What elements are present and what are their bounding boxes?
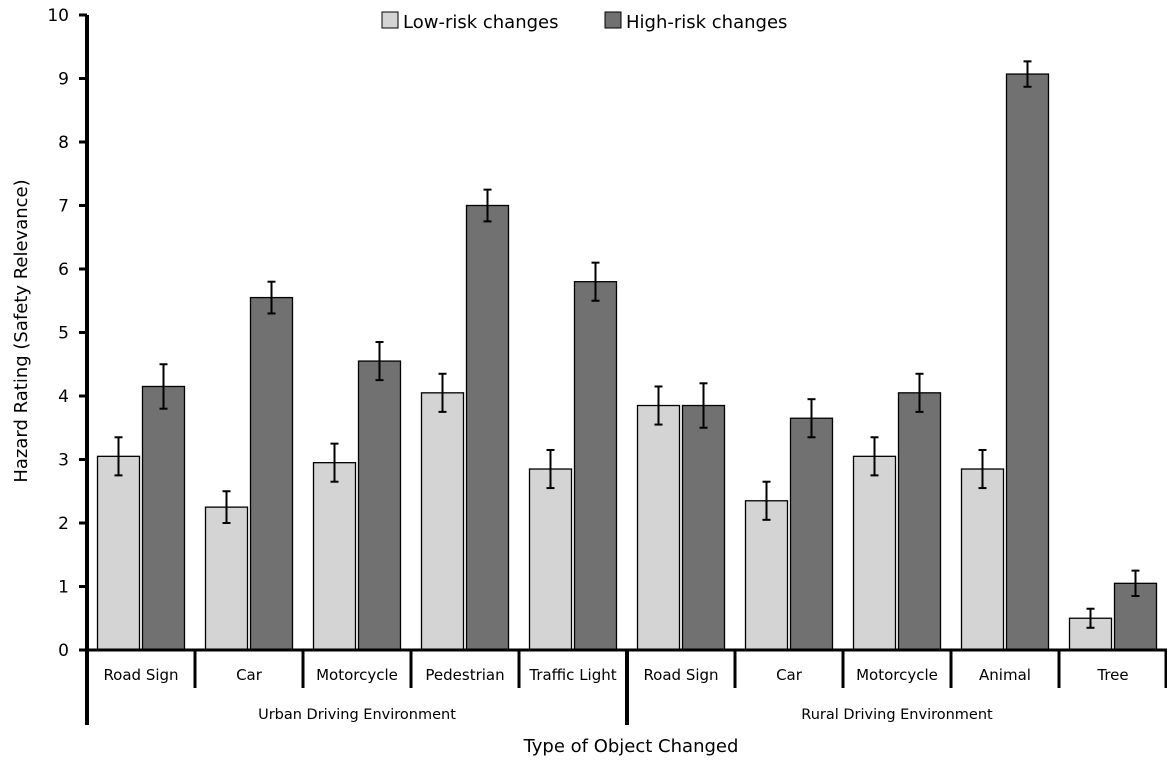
legend: Low-risk changes High-risk changes — [381, 11, 787, 33]
legend-swatch-high-risk — [604, 11, 622, 29]
y-tick-label-10: 10 — [47, 6, 69, 26]
bar-high-5 — [681, 404, 726, 651]
y-tick-label-2: 2 — [58, 514, 69, 534]
y-tick-label-3: 3 — [58, 451, 69, 471]
x-tick-label-6: Car — [776, 666, 803, 684]
x-tick-label-9: Tree — [1096, 666, 1128, 684]
y-tick-label-4: 4 — [58, 387, 69, 407]
bar-low-6 — [744, 500, 789, 651]
y-tick-label-5: 5 — [58, 324, 69, 344]
x-axis-title: Type of Object Changed — [523, 736, 739, 757]
x-tick-label-1: Car — [236, 666, 263, 684]
x-tick-label-0: Road Sign — [103, 666, 178, 684]
bar-low-4 — [528, 468, 573, 651]
y-tick-label-8: 8 — [58, 133, 69, 153]
y-tick-label-9: 9 — [58, 70, 69, 90]
bar-low-3 — [420, 392, 465, 651]
bar-high-8 — [1005, 73, 1050, 651]
x-tick-label-3: Pedestrian — [425, 666, 504, 684]
bar-low-7 — [852, 455, 897, 651]
y-tick-label-0: 0 — [58, 641, 69, 661]
x-tick-label-5: Road Sign — [643, 666, 718, 684]
x-tick-label-2: Motorcycle — [316, 666, 398, 684]
bar-high-0 — [141, 385, 186, 651]
y-tick-label-7: 7 — [58, 197, 69, 217]
x-tick-label-8: Animal — [979, 666, 1031, 684]
bar-high-3 — [465, 204, 510, 651]
legend-label-high-risk: High-risk changes — [626, 12, 787, 33]
legend-label-low-risk: Low-risk changes — [403, 12, 559, 33]
plot-area: 0 1 2 3 4 5 6 7 8 9 10 Road Sign Car Motorcycle Pedest… — [47, 6, 1167, 725]
bar-high-4 — [573, 281, 618, 651]
bar-low-2 — [312, 462, 357, 651]
y-axis-title: Hazard Rating (Safety Relevance) — [11, 179, 32, 482]
x-tick-label-7: Motorcycle — [856, 666, 938, 684]
bar-high-1 — [249, 296, 294, 651]
legend-swatch-low-risk — [381, 11, 399, 29]
y-tick-label-6: 6 — [58, 260, 69, 280]
bar-low-1 — [204, 506, 249, 651]
bar-low-8 — [960, 468, 1005, 651]
group-label-1: Rural Driving Environment — [801, 707, 993, 723]
bar-high-6 — [789, 417, 834, 651]
x-tick-label-4: Traffic Light — [528, 666, 616, 684]
bar-high-7 — [897, 392, 942, 651]
bar-high-2 — [357, 360, 402, 651]
group-label-0: Urban Driving Environment — [258, 707, 456, 723]
bar-low-5 — [636, 404, 681, 651]
y-tick-label-1: 1 — [58, 578, 69, 598]
bar-low-0 — [96, 455, 141, 651]
